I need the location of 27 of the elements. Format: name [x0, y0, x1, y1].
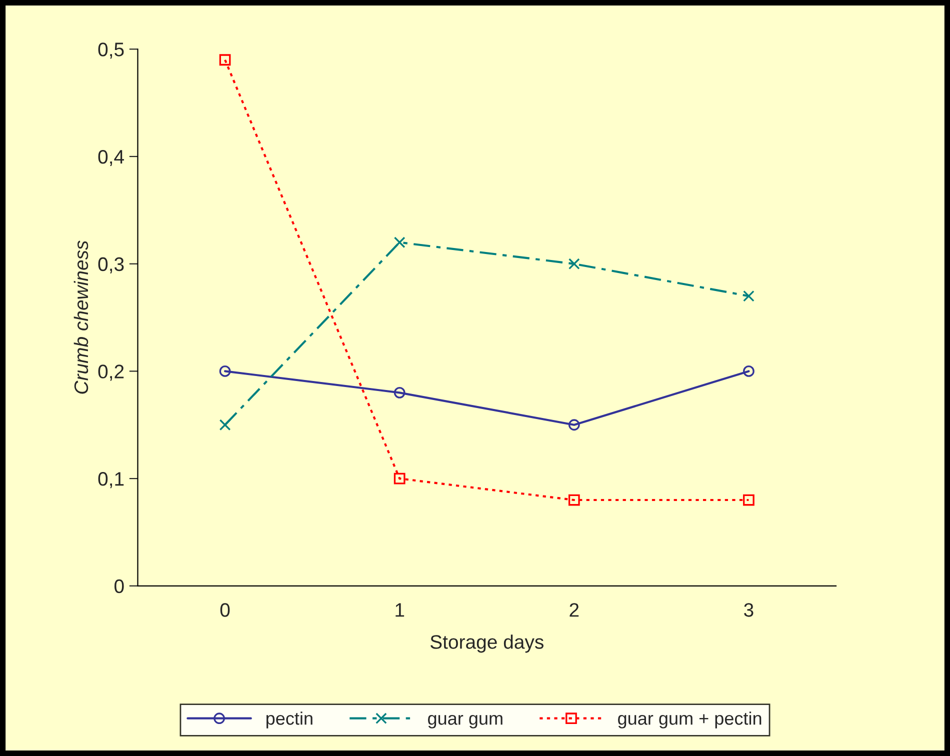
point — [568, 258, 580, 270]
y-tick-label: 0,5 — [98, 42, 124, 59]
point — [743, 366, 754, 377]
point — [219, 54, 231, 66]
y-tick-label: 0,3 — [98, 257, 124, 274]
y-tick-label: 0,1 — [98, 472, 124, 488]
legend-label: guar gum + pectin — [618, 712, 762, 728]
point — [394, 386, 406, 398]
legend-label: pectin — [266, 712, 312, 728]
y-tick-label: 0,2 — [98, 364, 124, 381]
y-axis-title: Crumb chewiness — [74, 240, 88, 394]
legend-label: guar gum — [428, 714, 502, 728]
point — [394, 236, 406, 248]
point — [743, 290, 754, 302]
point — [219, 366, 231, 377]
x-tick-label: 0 — [220, 603, 230, 617]
point — [219, 419, 231, 431]
y-tick-label: 0,4 — [98, 150, 124, 166]
x-tick-label: 3 — [744, 603, 754, 617]
point — [568, 494, 580, 506]
x-tick-label: 2 — [570, 603, 579, 617]
x-axis-title: Storage days — [430, 634, 544, 653]
x-tick-label: 1 — [396, 603, 404, 617]
point — [743, 494, 754, 506]
y-tick-label: 0 — [114, 579, 124, 594]
point — [394, 472, 406, 484]
point — [568, 419, 580, 431]
